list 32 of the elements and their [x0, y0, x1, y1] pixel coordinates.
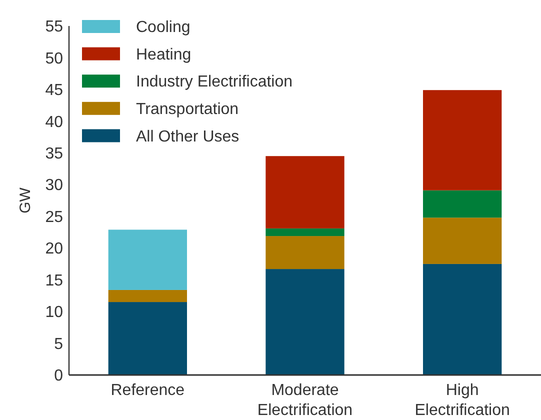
bar [108, 290, 187, 302]
bar [423, 190, 502, 218]
bar [266, 269, 344, 375]
x-tick-label: Reference [110, 382, 185, 399]
y-tick-label: 5 [54, 336, 64, 353]
y-tick-label: 50 [45, 50, 64, 68]
y-tick-label: 0 [54, 368, 64, 385]
y-tick-label: 30 [45, 177, 64, 194]
bar [266, 236, 344, 270]
y-tick-label: 25 [45, 208, 64, 226]
bar [423, 90, 502, 190]
bar [108, 302, 187, 375]
y-tick-label: 15 [45, 272, 64, 290]
y-tick-label: 20 [45, 240, 64, 258]
bar [266, 156, 344, 228]
x-tick-label: Moderate Electrification [257, 382, 353, 419]
y-tick-label: 55 [45, 18, 64, 36]
bar [423, 264, 502, 375]
y-tick-label: 40 [45, 114, 64, 131]
x-tick-label: High Electrification [414, 382, 510, 419]
legend-label: Cooling [136, 19, 190, 36]
bar [266, 228, 344, 236]
y-tick-label: 35 [45, 146, 64, 163]
legend-label: All Other Uses [136, 128, 240, 146]
bar [108, 230, 187, 290]
legend-label: Heating [136, 46, 192, 64]
legend-label: Industry Electrification [136, 74, 293, 91]
bar [423, 218, 502, 264]
y-tick-label: 45 [45, 82, 64, 100]
y-tick-label: 10 [45, 304, 64, 322]
y-axis-title: GW [17, 186, 34, 214]
legend-label: Transportation [136, 101, 239, 118]
